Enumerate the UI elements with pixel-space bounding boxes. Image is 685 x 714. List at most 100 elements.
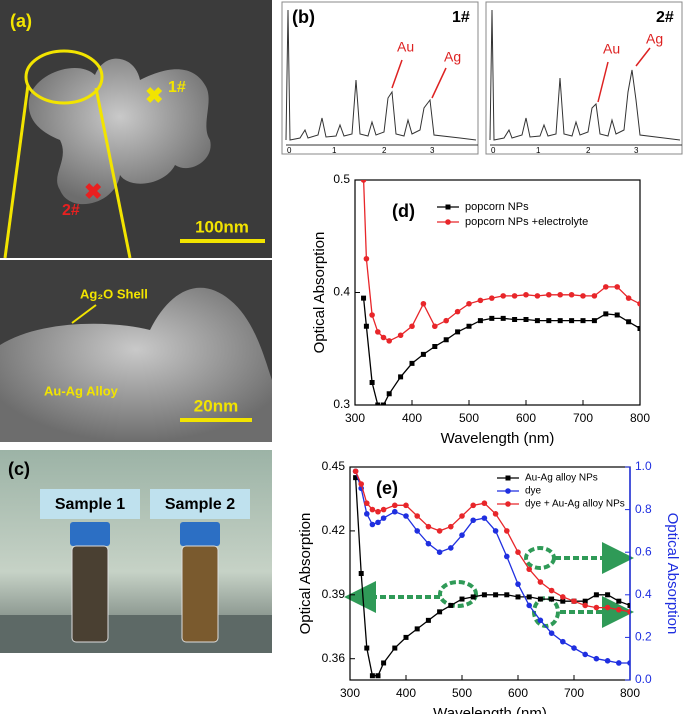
marker	[616, 606, 622, 613]
marker	[466, 300, 472, 307]
spectrum-box	[281, 1, 479, 155]
marker	[637, 326, 640, 331]
marker	[443, 317, 450, 324]
vial	[71, 545, 109, 643]
marker	[454, 308, 461, 315]
pointer	[431, 67, 447, 99]
peak-label: Ag	[646, 31, 663, 47]
marker	[616, 598, 622, 604]
marker	[593, 655, 600, 662]
marker	[512, 317, 518, 322]
marker	[353, 475, 359, 481]
x-tick-label: 500	[459, 411, 479, 425]
marker	[493, 592, 499, 598]
marker	[557, 318, 563, 324]
tick-label: 2	[382, 146, 387, 155]
y-tick-label: 0.45	[322, 459, 346, 473]
marker	[637, 300, 640, 307]
marker	[537, 617, 544, 624]
series-line	[362, 180, 640, 342]
marker	[364, 500, 370, 507]
marker	[603, 284, 609, 290]
marker	[420, 300, 427, 307]
marker	[548, 630, 555, 636]
marker	[626, 319, 632, 325]
x-tick-label: 300	[340, 686, 360, 700]
y2-tick-label: 0.0	[635, 672, 652, 686]
marker	[605, 592, 611, 598]
marker	[580, 293, 586, 299]
marker	[375, 519, 381, 526]
y2-axis-label: Optical Absorption	[664, 513, 681, 635]
zoom-line	[3, 84, 30, 259]
marker	[557, 291, 563, 298]
marker	[526, 594, 532, 600]
marker	[425, 540, 432, 547]
marker	[398, 374, 404, 380]
legend-marker	[445, 219, 451, 225]
marker	[523, 291, 529, 298]
zoom-line	[94, 87, 132, 259]
tick-label: 3	[634, 146, 639, 155]
y-axis-label: Optical Absorption	[297, 513, 314, 635]
marker	[560, 594, 566, 600]
marker	[459, 532, 465, 538]
x-axis-label: Wavelength (nm)	[441, 430, 555, 447]
marker	[560, 598, 566, 604]
particle	[28, 58, 211, 205]
marker	[470, 517, 477, 524]
x-tick-label: 700	[573, 411, 593, 425]
arrows	[344, 542, 634, 628]
marker	[614, 284, 620, 290]
tick-label: 0	[491, 146, 496, 155]
table	[0, 615, 272, 653]
core-label: Au-Ag Alloy	[44, 383, 119, 398]
highlight	[532, 596, 560, 628]
marker	[492, 528, 499, 534]
marker	[392, 502, 398, 509]
series-line	[354, 471, 630, 664]
spectrum-label: 2#	[656, 9, 674, 26]
vial-cap	[180, 522, 220, 546]
marker	[403, 513, 409, 519]
marker	[380, 515, 387, 521]
marker	[459, 596, 465, 602]
marker	[523, 317, 529, 322]
marker	[375, 508, 381, 515]
marker	[526, 566, 532, 573]
marker	[455, 329, 461, 335]
marker	[436, 549, 443, 555]
shell-label: Ag₂O Shell	[80, 286, 148, 301]
marker	[375, 329, 381, 335]
panel-label: (a)	[10, 11, 32, 31]
marker	[481, 500, 488, 507]
x-tick-label: 600	[516, 411, 536, 425]
y-tick-label: 0.5	[333, 172, 350, 186]
marker	[363, 255, 370, 262]
marker	[448, 523, 454, 530]
scale-label: 100nm	[195, 217, 249, 236]
marker	[392, 508, 398, 515]
marker	[380, 506, 387, 513]
sample-label: Sample 1	[55, 496, 125, 513]
x-tick-label: 600	[508, 686, 528, 700]
point-label: 1#	[168, 79, 186, 96]
marker	[489, 295, 495, 301]
marker	[548, 587, 555, 594]
marker	[403, 502, 409, 509]
marker	[386, 338, 393, 344]
marker	[448, 545, 454, 551]
marker	[481, 515, 488, 521]
marker	[582, 598, 588, 604]
legend-marker	[505, 475, 511, 481]
marker	[369, 380, 375, 385]
vial	[181, 545, 219, 643]
marker	[515, 594, 521, 600]
panel-label: (e)	[376, 478, 398, 498]
marker	[409, 360, 415, 366]
marker	[358, 571, 364, 576]
marker	[492, 511, 499, 517]
series-line	[362, 298, 640, 405]
marker	[549, 596, 555, 602]
panel-b: (b) 1# 2# Au Ag Au Ag 0 1 2 3 0 1 2 3	[281, 1, 683, 155]
